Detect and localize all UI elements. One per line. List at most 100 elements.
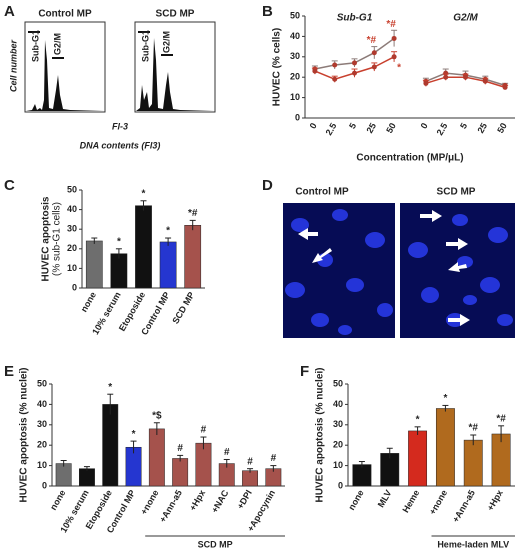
y-tick-label: 20 xyxy=(67,243,77,253)
x-tick-label: 25 xyxy=(364,121,378,135)
y-tick-label: 0 xyxy=(42,480,47,490)
x-tick-label: Heme xyxy=(400,488,421,514)
group-label: SCD MP xyxy=(198,539,233,549)
y-axis-label: HUVEC (% cells) xyxy=(272,28,283,106)
x-tick-label: +Hpx xyxy=(187,488,207,512)
bar xyxy=(242,470,258,487)
y-tick-label: 20 xyxy=(37,440,47,450)
bar xyxy=(148,428,165,487)
x-tick-label: 2.5 xyxy=(435,121,450,137)
y-tick-label: 0 xyxy=(295,112,300,122)
significance-flag: # xyxy=(247,456,253,467)
panel-letter: C xyxy=(4,177,15,194)
x-tick-label: +NAC xyxy=(209,488,230,515)
bar xyxy=(85,240,103,289)
y-tick-label: 50 xyxy=(67,184,77,194)
x-tick-label: +Hpx xyxy=(485,488,505,512)
panel-title: SCD MP xyxy=(156,9,195,20)
y-tick-label: 50 xyxy=(290,10,300,20)
bar xyxy=(79,468,95,487)
x-axis-caption: DNA contents (Fl3) xyxy=(80,140,161,150)
bar xyxy=(408,430,428,487)
point xyxy=(391,35,397,41)
bar xyxy=(135,205,152,289)
point xyxy=(371,50,377,56)
bar xyxy=(352,464,372,487)
histogram-box xyxy=(134,21,216,113)
point xyxy=(352,60,357,66)
point xyxy=(332,62,338,68)
significance-flag: *# xyxy=(367,35,377,46)
significance-flag: *# xyxy=(386,19,396,30)
x-tick-label: 5 xyxy=(347,121,358,130)
y-tick-label: 40 xyxy=(67,204,77,214)
bar xyxy=(184,225,202,289)
y-tick-label: 30 xyxy=(37,419,47,429)
panel-letter: B xyxy=(262,3,273,20)
x-tick-label: 5 xyxy=(458,121,469,130)
micrograph xyxy=(283,203,395,338)
significance-flag: * xyxy=(166,226,170,237)
y-tick-label: 10 xyxy=(67,263,77,273)
x-tick-label: none xyxy=(48,488,67,512)
x-tick-label: 0 xyxy=(419,121,430,130)
point xyxy=(423,80,429,86)
panel-title: SCD MP xyxy=(437,187,476,198)
histogram-box xyxy=(24,21,106,113)
panel-letter: A xyxy=(4,3,15,20)
y-axis-label: HUVEC apoptosis (% nuclei) xyxy=(315,367,326,502)
x-tick-label: SCD MP xyxy=(170,290,196,325)
bar xyxy=(195,442,212,487)
significance-flag: * xyxy=(117,236,121,247)
significance-flag: *$ xyxy=(152,410,162,421)
panel-letter: F xyxy=(300,363,309,380)
y-axis-label: HUVEC apoptosis xyxy=(41,196,52,281)
significance-flag: *# xyxy=(469,423,479,434)
significance-flag: * xyxy=(132,429,136,440)
y-tick-label: 0 xyxy=(338,480,343,490)
bar xyxy=(110,253,128,289)
panel-letter: E xyxy=(4,363,14,380)
y-tick-label: 50 xyxy=(37,378,47,388)
y-axis-label: HUVEC apoptosis (% nuclei) xyxy=(19,367,30,502)
gate-label: Sub-G1 xyxy=(140,30,150,62)
point xyxy=(391,54,397,60)
y-tick-label: 0 xyxy=(72,282,77,292)
significance-flag: * xyxy=(397,63,401,74)
point xyxy=(463,74,468,80)
bar xyxy=(102,404,119,487)
x-axis-label: Concentration (MP/μL) xyxy=(356,153,463,164)
x-tick-label: 50 xyxy=(384,121,398,135)
y-tick-label: 40 xyxy=(333,399,343,409)
point xyxy=(332,76,338,82)
bar xyxy=(172,458,189,487)
bar xyxy=(159,241,177,289)
x-tick-label: 2.5 xyxy=(324,121,339,137)
group-label: Heme-laden MLV xyxy=(437,539,509,549)
x-tick-label: 25 xyxy=(475,121,489,135)
significance-flag: * xyxy=(108,382,112,393)
y-axis-label: Cell number xyxy=(8,40,18,93)
bar xyxy=(463,439,483,487)
x-tick-label: +DPI xyxy=(235,488,254,511)
significance-flag: # xyxy=(177,443,183,454)
gate-label: Sub-G1 xyxy=(30,30,40,62)
group-label: Sub-G1 xyxy=(337,13,373,24)
x-tick-label: +Ann-a5 xyxy=(450,488,477,524)
point xyxy=(482,78,488,84)
significance-flag: *# xyxy=(188,208,198,219)
y-tick-label: 10 xyxy=(333,460,343,470)
y-tick-label: 30 xyxy=(67,224,77,234)
y-tick-label: 20 xyxy=(290,72,300,82)
x-tick-label: +none xyxy=(427,488,449,516)
point xyxy=(312,68,318,74)
x-tick-label: none xyxy=(346,488,365,512)
significance-flag: # xyxy=(224,447,230,458)
point xyxy=(443,74,449,80)
x-tick-label: +Ann-a5 xyxy=(157,488,184,524)
group-label: G2/M xyxy=(453,13,478,24)
bar xyxy=(435,408,455,487)
significance-flag: * xyxy=(443,393,447,404)
x-tick-label: 0 xyxy=(308,121,319,130)
x-tick-label: MLV xyxy=(376,488,394,509)
